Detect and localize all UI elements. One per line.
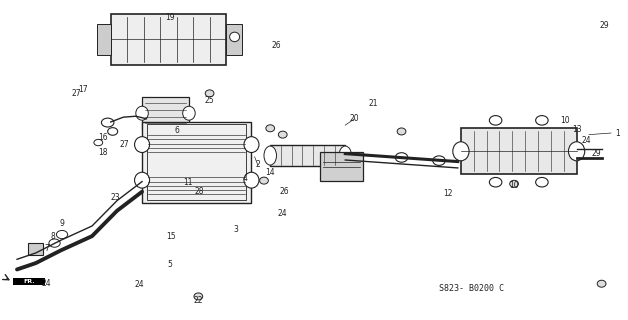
Ellipse shape	[510, 180, 519, 187]
Ellipse shape	[205, 90, 214, 97]
Ellipse shape	[568, 142, 585, 161]
Text: 24: 24	[134, 280, 144, 289]
Text: 17: 17	[78, 85, 87, 94]
Text: 12: 12	[443, 189, 453, 198]
Ellipse shape	[230, 32, 240, 42]
Text: 5: 5	[168, 260, 173, 268]
Ellipse shape	[489, 178, 502, 187]
Text: 9: 9	[60, 219, 65, 228]
Text: 18: 18	[99, 148, 108, 156]
Text: 24: 24	[278, 209, 288, 219]
Text: 4: 4	[243, 174, 247, 183]
Ellipse shape	[536, 116, 548, 125]
Ellipse shape	[339, 146, 352, 165]
Text: 7: 7	[44, 244, 49, 253]
Ellipse shape	[107, 128, 117, 135]
Text: 11: 11	[183, 178, 192, 187]
Ellipse shape	[278, 131, 287, 138]
Ellipse shape	[57, 230, 68, 239]
Text: 24: 24	[581, 136, 591, 146]
Ellipse shape	[433, 156, 445, 165]
Text: 10: 10	[509, 181, 519, 190]
Text: 26: 26	[280, 187, 290, 196]
Text: 29: 29	[592, 149, 602, 158]
Text: 22: 22	[193, 296, 203, 305]
Text: 26: 26	[272, 41, 281, 50]
Text: 27: 27	[120, 140, 129, 148]
Text: FR.: FR.	[23, 279, 35, 284]
Ellipse shape	[453, 142, 469, 161]
Bar	[142, 97, 189, 130]
Text: 29: 29	[600, 21, 610, 30]
Ellipse shape	[266, 125, 274, 132]
Text: 15: 15	[166, 232, 176, 241]
Ellipse shape	[489, 116, 502, 125]
Bar	[142, 122, 251, 203]
Text: 27: 27	[72, 89, 81, 98]
Ellipse shape	[136, 106, 148, 120]
Ellipse shape	[134, 137, 149, 153]
Text: 25: 25	[205, 96, 214, 105]
Text: 6: 6	[174, 126, 179, 135]
Ellipse shape	[134, 172, 149, 188]
Text: 21: 21	[369, 99, 378, 108]
Ellipse shape	[244, 137, 259, 153]
Ellipse shape	[397, 128, 406, 135]
Bar	[28, 243, 43, 255]
Text: 10: 10	[561, 116, 570, 125]
Text: 8: 8	[51, 232, 56, 241]
Ellipse shape	[194, 293, 203, 300]
Ellipse shape	[102, 118, 114, 127]
Bar	[97, 24, 111, 55]
Ellipse shape	[244, 172, 259, 188]
Text: S823- B0200 C: S823- B0200 C	[439, 284, 504, 293]
Ellipse shape	[597, 280, 606, 287]
FancyBboxPatch shape	[13, 278, 45, 285]
Text: 28: 28	[194, 187, 203, 196]
Text: 23: 23	[111, 193, 121, 202]
Text: 2: 2	[256, 160, 260, 169]
Text: 3: 3	[234, 225, 238, 234]
Bar	[111, 14, 227, 65]
Bar	[227, 24, 242, 55]
Ellipse shape	[183, 106, 195, 120]
Text: 14: 14	[266, 168, 275, 177]
Ellipse shape	[395, 153, 408, 162]
Bar	[461, 128, 577, 174]
Text: 24: 24	[41, 279, 51, 288]
Bar	[320, 152, 363, 180]
Text: 20: 20	[350, 114, 359, 123]
Bar	[270, 145, 345, 166]
Text: 13: 13	[571, 125, 582, 134]
Ellipse shape	[536, 178, 548, 187]
Ellipse shape	[259, 177, 268, 184]
Bar	[147, 124, 246, 200]
Ellipse shape	[49, 239, 60, 247]
Text: 1: 1	[615, 129, 620, 138]
Text: 19: 19	[165, 13, 175, 22]
Ellipse shape	[94, 140, 102, 146]
Ellipse shape	[264, 146, 276, 165]
Text: 16: 16	[98, 133, 107, 142]
